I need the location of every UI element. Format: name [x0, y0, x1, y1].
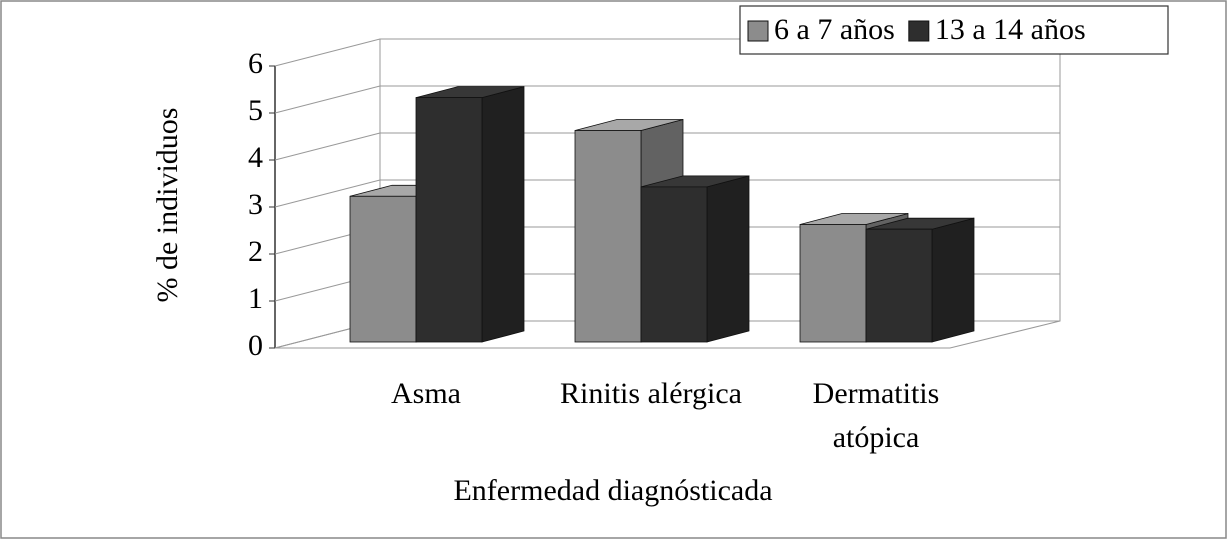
- bar: [574, 130, 642, 343]
- y-tick-label: 0: [248, 329, 263, 362]
- bar-side: [706, 175, 750, 343]
- legend-swatch: [747, 20, 769, 42]
- bar: [865, 228, 933, 343]
- legend-label: 13 a 14 años: [935, 13, 1086, 46]
- y-tick-label: 5: [248, 94, 263, 127]
- bar: [640, 186, 708, 343]
- y-tick-label: 2: [248, 235, 263, 268]
- grid-line: [274, 179, 381, 208]
- y-tick-label: 1: [248, 282, 263, 315]
- y-tick-label: 6: [248, 47, 263, 80]
- x-axis-title: Enfermedad diagnósticada: [453, 474, 772, 507]
- x-tick-label: Rinitis alérgica: [560, 377, 742, 410]
- y-tick-label: 3: [248, 188, 263, 221]
- x-tick-label: Asma: [391, 377, 461, 410]
- legend-swatch: [908, 20, 930, 42]
- bar: [799, 224, 867, 343]
- grid-line: [274, 132, 381, 161]
- bar-side: [481, 86, 525, 343]
- x-tick-label: Dermatitis atópica: [812, 377, 940, 454]
- legend-box: [739, 5, 1169, 55]
- y-tick-label: 4: [248, 141, 263, 174]
- grid-line: [274, 85, 381, 114]
- legend-label: 6 a 7 años: [774, 13, 895, 46]
- grid-line: [274, 38, 381, 67]
- bar: [349, 195, 417, 343]
- bar-side: [931, 217, 975, 343]
- y-axis-title: % de individuos: [151, 108, 184, 303]
- bar: [415, 97, 483, 343]
